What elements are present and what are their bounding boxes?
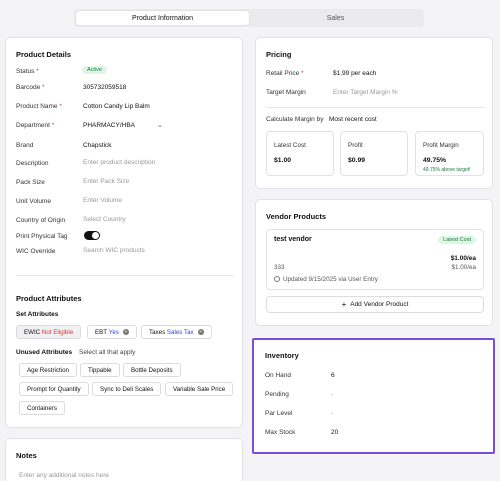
- notes-title: Notes: [16, 451, 37, 460]
- product-name-label: Product Name *: [16, 103, 62, 110]
- pack-size-label: Pack Size: [16, 179, 45, 186]
- vendor-entry[interactable]: test vendor Latest Cost $1.00/ea 333 $1.…: [266, 229, 484, 290]
- vendor-price-primary: $1.00/ea: [450, 255, 476, 262]
- product-name-field[interactable]: Cotton Candy Lip Balm: [83, 103, 150, 110]
- pricing-title: Pricing: [266, 50, 292, 59]
- profit-margin-label: Profit Margin: [423, 142, 459, 149]
- tab-bar: Product Information Sales: [74, 9, 424, 27]
- unused-attributes-hint: Select all that apply: [79, 349, 136, 356]
- profit-margin-value: 49.75%: [423, 157, 447, 164]
- pricing-card: Pricing Retail Price * $1.99 per each Ta…: [255, 37, 493, 189]
- vendor-code: 333: [274, 264, 285, 271]
- unit-volume-field[interactable]: Enter Volume: [83, 197, 123, 204]
- pack-size-field[interactable]: Enter Pack Size: [83, 178, 130, 185]
- notes-input[interactable]: Enter any additional notes here: [19, 472, 109, 479]
- attribute-option-variable-sale-price[interactable]: Variable Sale Price: [165, 382, 234, 396]
- par-level-label: Par Level: [265, 410, 293, 417]
- department-label: Department *: [16, 122, 55, 129]
- inventory-card: Inventory On Hand 6 Pending - Par Level …: [252, 338, 495, 454]
- country-label: Country of Origin: [16, 217, 66, 224]
- latest-cost-badge: Latest Cost: [438, 236, 476, 244]
- max-stock-label: Max Stock: [265, 429, 296, 436]
- tab-product-information[interactable]: Product Information: [76, 11, 249, 25]
- wic-override-search[interactable]: Search WIC products: [83, 247, 145, 254]
- status-label: Status *: [16, 68, 39, 75]
- print-tag-toggle[interactable]: [84, 231, 100, 240]
- vendor-updated: Updated 9/15/2025 via User Entry: [274, 276, 378, 283]
- target-margin-label: Target Margin: [266, 89, 306, 96]
- pending-value: -: [331, 391, 334, 398]
- brand-label: Brand: [16, 142, 34, 149]
- attribute-option-bottle-deposits[interactable]: Bottle Deposits: [123, 363, 181, 377]
- attribute-chip-ebt[interactable]: EBT Yes ×: [87, 325, 137, 339]
- notes-card: Notes Enter any additional notes here: [5, 438, 243, 481]
- tab-sales[interactable]: Sales: [326, 14, 345, 22]
- remove-icon[interactable]: ×: [122, 329, 129, 335]
- retail-price-field[interactable]: $1.99 per each: [333, 70, 377, 77]
- max-stock-value: 20: [331, 429, 339, 436]
- vendor-products-title: Vendor Products: [266, 212, 327, 221]
- department-select[interactable]: PHARMACY/HBA ⌄: [83, 122, 163, 129]
- country-select[interactable]: Select Country: [83, 216, 126, 223]
- unit-volume-label: Unit Volume: [16, 198, 52, 205]
- add-vendor-product-button[interactable]: + Add Vendor Product: [266, 296, 484, 313]
- attribute-option-containers[interactable]: Containers: [19, 401, 65, 415]
- calculate-margin-select[interactable]: Most recent cost: [329, 116, 377, 123]
- unused-attributes-label: Unused Attributes: [16, 349, 73, 356]
- profit-label: Profit: [348, 142, 363, 149]
- vendor-price-secondary: $1.00/ea: [451, 264, 476, 271]
- calculate-margin-label: Calculate Margin by: [266, 116, 324, 123]
- on-hand-value: 6: [331, 372, 335, 379]
- profit-margin-note: 49.75% above target!: [423, 167, 471, 173]
- profit-value: $0.99: [348, 157, 366, 164]
- latest-cost-value: $1.00: [274, 157, 292, 164]
- pending-label: Pending: [265, 391, 289, 398]
- attribute-chip-ewic[interactable]: EWIC Not Eligible: [16, 325, 82, 339]
- target-margin-field[interactable]: Enter Target Margin %: [333, 89, 398, 96]
- attribute-option-sync-to-deli-scales[interactable]: Sync to Deli Scales: [92, 382, 162, 396]
- pricing-divider: [266, 107, 484, 108]
- attribute-option-tippable[interactable]: Tippable: [80, 363, 120, 377]
- attribute-chip-taxes[interactable]: Taxes Sales Tax ×: [141, 325, 212, 339]
- barcode-label: Barcode *: [16, 84, 45, 91]
- inventory-title: Inventory: [265, 351, 299, 360]
- par-level-value: -: [331, 410, 334, 417]
- brand-field[interactable]: Chapstick: [83, 142, 112, 149]
- attribute-option-prompt-for-quantity[interactable]: Prompt for Quantity: [19, 382, 89, 396]
- product-details-title: Product Details: [16, 50, 72, 59]
- description-label: Description: [16, 160, 49, 167]
- latest-cost-label: Latest Cost: [274, 142, 306, 149]
- status-badge: Active: [82, 66, 107, 74]
- barcode-field[interactable]: 305732059518: [83, 84, 127, 91]
- clock-icon: [274, 276, 280, 282]
- latest-cost-box: Latest Cost $1.00: [266, 131, 334, 176]
- attribute-option-age-restriction[interactable]: Age Restriction: [19, 363, 77, 377]
- vendor-products-card: Vendor Products test vendor Latest Cost …: [255, 199, 493, 326]
- chevron-down-icon: ⌄: [157, 122, 163, 129]
- section-divider: [16, 275, 234, 276]
- product-attributes-title: Product Attributes: [16, 294, 82, 303]
- retail-price-label: Retail Price *: [266, 70, 304, 77]
- plus-icon: +: [341, 300, 347, 309]
- remove-icon[interactable]: ×: [197, 329, 204, 335]
- set-attributes-label: Set Attributes: [16, 311, 59, 318]
- on-hand-label: On Hand: [265, 372, 292, 379]
- vendor-name: test vendor: [274, 236, 312, 243]
- wic-override-label: WIC Override: [16, 248, 56, 255]
- profit-box: Profit $0.99: [340, 131, 408, 176]
- description-field[interactable]: Enter product description: [83, 159, 156, 166]
- product-details-card: Product Details Status * Active Barcode …: [5, 37, 243, 428]
- profit-margin-box: Profit Margin 49.75% 49.75% above target…: [415, 131, 484, 176]
- print-tag-label: Print Physical Tag: [16, 233, 68, 240]
